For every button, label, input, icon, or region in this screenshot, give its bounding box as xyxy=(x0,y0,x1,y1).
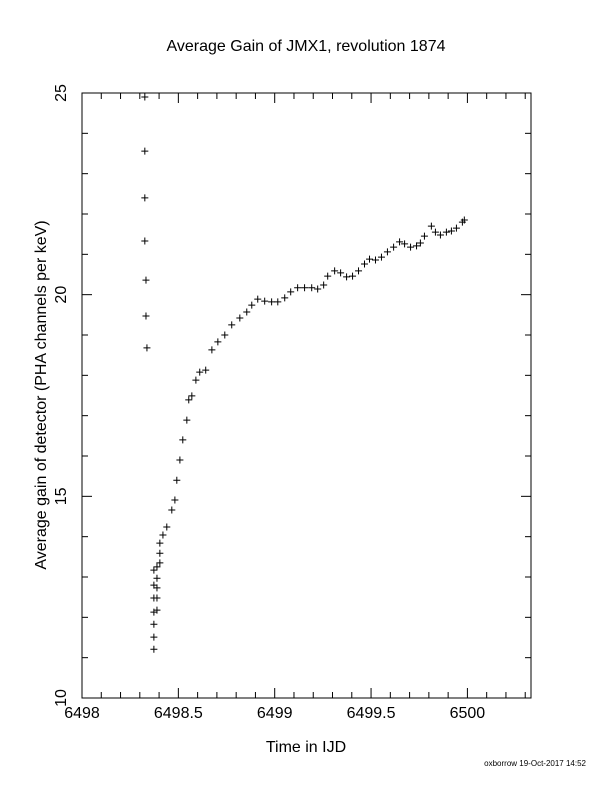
data-point xyxy=(407,243,415,251)
data-point xyxy=(153,606,161,614)
data-point xyxy=(383,248,391,256)
data-point xyxy=(183,416,191,424)
x-tick-label: 6499.5 xyxy=(347,705,396,722)
data-point xyxy=(442,228,450,236)
data-point xyxy=(427,222,435,230)
data-point xyxy=(221,331,229,339)
data-point xyxy=(371,256,379,264)
y-tick-label: 10 xyxy=(53,689,70,707)
x-tick-label: 6499 xyxy=(257,705,293,722)
data-point xyxy=(349,272,357,280)
data-point xyxy=(196,368,204,376)
data-point xyxy=(142,312,150,320)
x-tick-label: 6498.5 xyxy=(154,705,203,722)
data-point xyxy=(431,228,439,236)
data-point xyxy=(355,267,363,275)
data-point xyxy=(141,147,149,155)
data-point xyxy=(281,294,289,302)
y-axis-label: Average gain of detector (PHA channels p… xyxy=(33,220,50,569)
y-tick-label: 25 xyxy=(53,84,70,102)
data-point xyxy=(143,344,151,352)
data-point xyxy=(202,366,210,374)
data-point xyxy=(153,574,161,582)
data-point xyxy=(447,227,455,235)
data-point xyxy=(159,531,167,539)
data-point xyxy=(150,633,158,641)
data-point xyxy=(228,321,236,329)
y-tick-label: 15 xyxy=(53,487,70,505)
x-tick-label: 6498 xyxy=(64,705,100,722)
footer: oxborrow 19-Oct-2017 14:52 xyxy=(484,759,586,768)
data-point xyxy=(236,314,244,322)
data-point xyxy=(185,396,193,404)
data-point xyxy=(331,267,339,275)
chart-title: Average Gain of JMX1, revolution 1874 xyxy=(167,38,446,55)
data-point xyxy=(314,285,322,293)
data-point xyxy=(324,272,332,280)
data-point xyxy=(416,239,424,247)
data-point xyxy=(366,255,374,263)
data-point xyxy=(141,93,149,101)
data-point xyxy=(243,308,251,316)
data-point xyxy=(153,594,161,602)
data-point xyxy=(208,346,216,354)
data-point xyxy=(390,243,398,251)
data-point xyxy=(150,620,158,628)
data-point xyxy=(413,242,421,250)
x-tick-label: 6500 xyxy=(450,705,486,722)
data-point xyxy=(396,238,404,246)
data-point xyxy=(452,224,460,232)
data-point xyxy=(254,295,262,303)
data-point xyxy=(274,298,282,306)
data-point xyxy=(377,253,385,261)
data-point xyxy=(156,559,164,567)
data-point xyxy=(214,338,222,346)
data-point xyxy=(287,288,295,296)
data-point xyxy=(192,376,200,384)
data-point xyxy=(420,232,428,240)
y-tick-label: 20 xyxy=(53,286,70,304)
data-point xyxy=(361,260,369,268)
data-point xyxy=(308,284,316,292)
data-point xyxy=(142,276,150,284)
data-point xyxy=(337,269,345,277)
data-point xyxy=(268,298,276,306)
data-point xyxy=(320,281,328,289)
data-point xyxy=(168,506,176,514)
data-point xyxy=(153,584,161,592)
x-axis-label: Time in IJD xyxy=(266,739,346,756)
data-point xyxy=(141,194,149,202)
data-point xyxy=(179,436,187,444)
data-point xyxy=(171,496,179,504)
data-point xyxy=(153,563,161,571)
data-point xyxy=(343,273,351,281)
data-point xyxy=(163,523,171,531)
data-point xyxy=(294,284,302,292)
plot-frame xyxy=(81,92,532,699)
data-point xyxy=(156,539,164,547)
data-point xyxy=(261,297,269,305)
data-point xyxy=(141,237,149,245)
data-point xyxy=(460,216,468,224)
data-point xyxy=(188,392,196,400)
data-point xyxy=(156,549,164,557)
data-point xyxy=(436,231,444,239)
data-point xyxy=(173,476,181,484)
data-point xyxy=(401,240,409,248)
data-point xyxy=(176,456,184,464)
data-point xyxy=(301,284,309,292)
data-point xyxy=(150,566,158,574)
data-point xyxy=(150,645,158,653)
data-point xyxy=(248,301,256,309)
